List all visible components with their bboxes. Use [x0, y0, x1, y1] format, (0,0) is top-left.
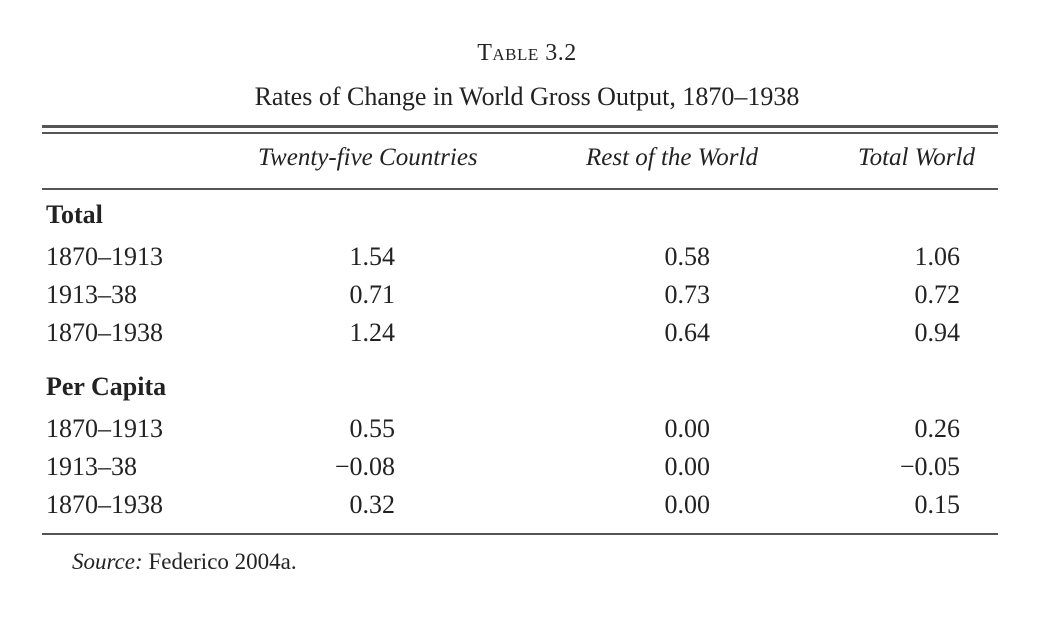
row-period: 1870–1938 [46, 490, 163, 519]
header-rule [42, 188, 998, 190]
cell-total-world: 1.06 [914, 242, 961, 271]
cell-twenty-five-countries: 0.32 [349, 490, 396, 519]
cell-twenty-five-countries: −0.08 [334, 452, 395, 481]
source-label: Source: [72, 549, 143, 574]
cell-rest-of-world: 0.73 [664, 280, 711, 309]
cell-total-world: 0.26 [914, 414, 961, 443]
table-bottom-rule [42, 533, 998, 535]
table-row: 1870–1938 0.32 0.00 0.15 [0, 490, 1054, 526]
table-top-rule-thin [42, 132, 998, 134]
cell-rest-of-world: 0.00 [664, 414, 711, 443]
table-label: Table 3.2 [477, 40, 577, 66]
cell-rest-of-world: 0.00 [664, 490, 711, 519]
row-period: 1870–1938 [46, 318, 163, 347]
cell-total-world: 0.94 [914, 318, 961, 347]
table-row: 1913–38 −0.08 0.00 −0.05 [0, 452, 1054, 488]
cell-rest-of-world: 0.64 [664, 318, 711, 347]
table-top-rule [42, 125, 998, 128]
cell-twenty-five-countries: 0.71 [349, 280, 396, 309]
column-header-total-world: Total World [858, 144, 975, 171]
column-header-rest-of-world: Rest of the World [586, 144, 758, 171]
table-row: 1913–38 0.71 0.73 0.72 [0, 280, 1054, 316]
table-row: 1870–1913 0.55 0.00 0.26 [0, 414, 1054, 450]
section-title-per-capita: Per Capita [46, 372, 167, 401]
row-period: 1913–38 [46, 280, 137, 309]
source-text: Federico 2004a. [148, 549, 297, 574]
cell-twenty-five-countries: 1.54 [349, 242, 396, 271]
row-period: 1870–1913 [46, 242, 163, 271]
source-note: Source: Federico 2004a. [72, 549, 297, 575]
row-period: 1870–1913 [46, 414, 163, 443]
cell-twenty-five-countries: 0.55 [349, 414, 396, 443]
row-period: 1913–38 [46, 452, 137, 481]
cell-rest-of-world: 0.58 [664, 242, 711, 271]
cell-twenty-five-countries: 1.24 [349, 318, 396, 347]
cell-total-world: −0.05 [899, 452, 960, 481]
table-row: 1870–1913 1.54 0.58 1.06 [0, 242, 1054, 278]
section-title-total: Total [46, 200, 103, 229]
cell-total-world: 0.15 [914, 490, 961, 519]
cell-rest-of-world: 0.00 [664, 452, 711, 481]
column-header-twenty-five-countries: Twenty-five Countries [258, 144, 478, 171]
table-row: 1870–1938 1.24 0.64 0.94 [0, 318, 1054, 354]
cell-total-world: 0.72 [914, 280, 961, 309]
table-caption: Rates of Change in World Gross Output, 1… [254, 82, 800, 111]
